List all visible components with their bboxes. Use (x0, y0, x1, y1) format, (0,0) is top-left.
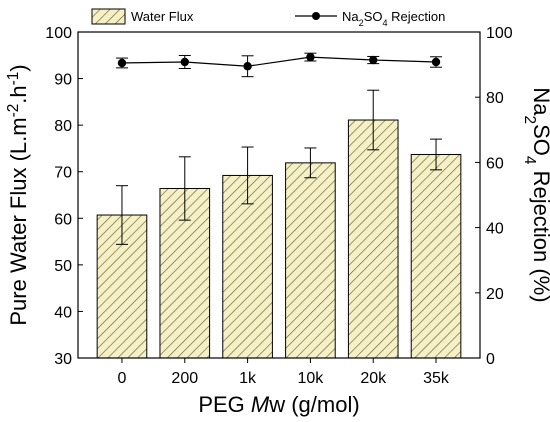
rejection-point-0 (117, 58, 127, 68)
bar-20k (347, 119, 399, 359)
left-tick-label: 80 (54, 118, 72, 135)
bar-10k (285, 162, 336, 359)
right-tick-label: 0 (486, 351, 495, 368)
x-tick-label: 0 (118, 370, 127, 387)
axes: 30 40 50 60 70 80 90 100 0 20 40 60 80 100 0 200 1k 10k 20… (45, 25, 513, 387)
rejection-series (115, 52, 443, 78)
right-tick-label: 40 (486, 221, 504, 238)
rejection-point-35k (431, 57, 441, 67)
bar-35k (410, 153, 462, 359)
x-axis-title: PEG Mw (g/mol) (198, 392, 359, 417)
y-right-axis-title: Na2SO4 Rejection (%) (522, 87, 550, 302)
left-tick-label: 50 (54, 258, 72, 275)
legend-label-rejection: Na2SO4 Rejection (342, 9, 445, 28)
left-tick-label: 40 (54, 304, 72, 321)
left-tick-label: 90 (54, 72, 72, 89)
right-tick-label: 20 (486, 286, 504, 303)
rejection-point-10k (306, 52, 315, 62)
rejection-point-1k (243, 62, 252, 71)
legend: Water Flux Na2SO4 Rejection (91, 8, 445, 28)
legend-marker-rejection (312, 12, 320, 20)
right-tick-label: 60 (486, 155, 504, 172)
legend-label-water-flux: Water Flux (131, 9, 194, 24)
right-tick-label: 80 (486, 90, 504, 107)
water-flux-bars (96, 89, 462, 359)
plot-frame (77, 31, 481, 359)
bar-1k (222, 174, 273, 359)
x-tick-label: 35k (423, 370, 450, 387)
left-tick-label: 100 (45, 25, 72, 42)
axis-titles: PEG Mw (g/mol) Pure Water Flux (L.m-2.h-1… (5, 64, 550, 417)
rejection-point-200 (180, 57, 189, 67)
rejection-line (121, 56, 437, 67)
left-tick-label: 60 (54, 211, 72, 228)
left-tick-label: 30 (54, 351, 72, 368)
x-tick-label: 200 (171, 370, 198, 387)
legend-swatch-water-flux (91, 8, 126, 25)
x-tick-label: 1k (239, 370, 257, 387)
right-tick-label: 100 (486, 25, 513, 42)
y-left-axis-title: Pure Water Flux (L.m-2.h-1) (5, 64, 32, 325)
x-tick-label: 20k (360, 370, 387, 387)
rejection-point-20k (369, 55, 378, 65)
x-tick-label: 10k (298, 370, 325, 387)
left-tick-label: 70 (54, 165, 72, 182)
